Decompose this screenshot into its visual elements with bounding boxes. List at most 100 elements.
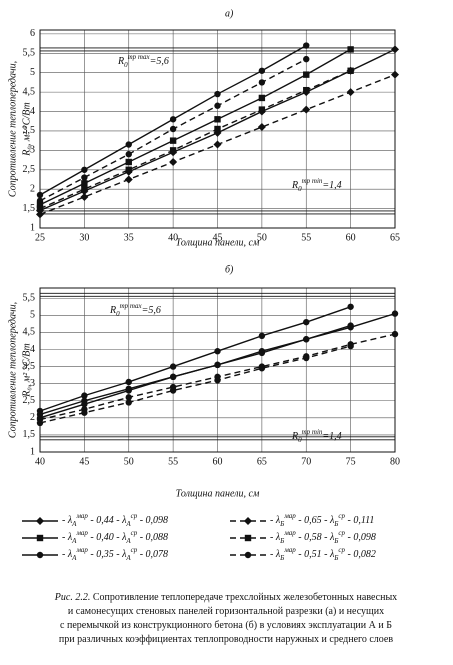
legend-text: - 0,44 - λ — [88, 515, 127, 526]
legend-text: - λ — [270, 532, 281, 543]
marker — [346, 88, 355, 97]
marker — [169, 373, 177, 381]
x-tick-label: 40 — [35, 456, 45, 467]
marker — [347, 67, 354, 74]
y-tick-label: 2,5 — [23, 164, 36, 175]
y-tick-label: 5,5 — [23, 293, 36, 304]
legend-text: - λ — [62, 532, 73, 543]
legend-sup: мар — [75, 529, 88, 537]
marker — [125, 399, 132, 406]
caption-text: и самонесущих стеновых панелей горизонта… — [68, 606, 384, 617]
marker — [214, 361, 221, 369]
x-tick-label: 65 — [390, 232, 400, 243]
y-tick-label: 1,5 — [23, 429, 36, 440]
legend-label: - λАмар - 0,40 - λАср - 0,088 — [62, 529, 168, 545]
ref-main: R — [291, 180, 298, 191]
ref-main: R — [291, 431, 298, 442]
panel-title: а) — [225, 8, 234, 19]
marker — [81, 409, 88, 416]
marker — [169, 147, 177, 154]
caption-line: с перемычкой из конструкционного бетона … — [60, 620, 392, 631]
legend-sup: ср — [338, 546, 345, 554]
legend-sup: мар — [283, 529, 296, 537]
marker — [81, 185, 88, 193]
series-line — [39, 345, 351, 424]
marker — [81, 392, 88, 399]
ref-sup: тр min — [302, 177, 323, 185]
y-tick-label: 4 — [30, 344, 35, 355]
marker — [169, 387, 177, 394]
marker — [81, 174, 88, 181]
marker — [303, 354, 310, 362]
series-line — [39, 48, 351, 206]
x-axis-label: Толщина панели, см — [176, 237, 260, 248]
legend-sub: Б — [279, 537, 284, 545]
x-tick-label: 60 — [213, 456, 223, 467]
series-line — [39, 70, 351, 210]
caption-line: при различных коэффициентах теплопроводн… — [59, 634, 393, 645]
marker — [124, 175, 133, 184]
marker — [125, 158, 132, 166]
marker — [36, 191, 44, 199]
x-tick-label: 50 — [257, 232, 267, 243]
y-tick-label: 3,5 — [23, 361, 36, 372]
y-tick-label: 3 — [30, 378, 35, 389]
marker — [303, 336, 310, 343]
ref-sup: тр min — [302, 428, 323, 436]
marker — [36, 197, 44, 205]
marker — [36, 210, 44, 219]
reference-label: R0тр max=5,6 — [117, 53, 169, 69]
marker — [169, 116, 177, 123]
legend-marker — [244, 517, 252, 525]
marker — [169, 137, 177, 144]
marker — [303, 55, 310, 63]
x-tick-label: 55 — [301, 232, 311, 243]
x-tick-label: 25 — [35, 232, 45, 243]
legend-sub: А — [125, 520, 131, 528]
marker — [125, 141, 132, 148]
ref-main: R — [117, 56, 124, 67]
marker — [81, 180, 88, 187]
marker — [36, 205, 44, 212]
x-tick-label: 55 — [168, 456, 178, 467]
legend-sup: ср — [131, 512, 138, 520]
y-axis-label: R₀, м² °С/Вт — [21, 102, 32, 156]
x-tick-label: 45 — [213, 232, 223, 243]
marker — [347, 322, 354, 329]
x-tick-label: 60 — [346, 232, 356, 243]
y-tick-label: 2,5 — [23, 395, 36, 406]
legend-text: - 0,40 - λ — [88, 532, 127, 543]
legend-sub: Б — [279, 520, 284, 528]
x-tick-label: 50 — [124, 456, 134, 467]
ref-sub: 0 — [124, 61, 128, 69]
marker — [347, 342, 354, 350]
legend-text: - 0,51 - λ — [296, 549, 335, 560]
y-tick-label: 1 — [30, 446, 35, 457]
legend-sub: Б — [333, 520, 338, 528]
marker — [258, 94, 266, 102]
marker — [214, 90, 221, 98]
legend-text: - 0,078 — [137, 549, 168, 560]
legend-sub: А — [71, 554, 77, 562]
legend-text: - 0,58 - λ — [296, 532, 335, 543]
y-tick-label: 5 — [30, 67, 35, 78]
x-tick-label: 75 — [346, 456, 356, 467]
legend-text: - λ — [270, 549, 281, 560]
plot-frame — [39, 29, 396, 229]
x-tick-label: 30 — [79, 232, 89, 243]
caption-line: и самонесущих стеновых панелей горизонта… — [68, 606, 384, 617]
marker — [303, 318, 310, 326]
legend-label: - λАмар - 0,35 - λАср - 0,078 — [62, 546, 168, 562]
marker — [36, 201, 44, 208]
legend-sub: Б — [279, 554, 284, 562]
legend-text: - 0,111 — [345, 515, 374, 526]
legend-marker — [244, 551, 252, 559]
x-axis-label: Толщина панели, см — [176, 488, 260, 499]
marker — [125, 166, 132, 173]
legend-text: - 0,098 — [137, 515, 168, 526]
legend-text: - λ — [62, 549, 73, 560]
legend-sup: мар — [75, 512, 88, 520]
ref-value: =1,4 — [322, 431, 341, 442]
marker — [214, 116, 221, 123]
marker — [125, 394, 132, 401]
